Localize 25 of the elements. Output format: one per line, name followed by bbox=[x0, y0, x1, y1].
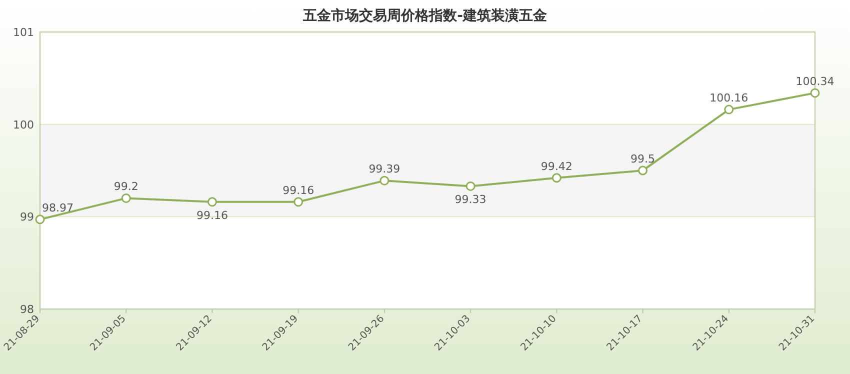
point bbox=[638, 166, 648, 176]
point bbox=[724, 104, 734, 114]
data-label: 99.16 bbox=[282, 184, 314, 197]
data-label: 99.33 bbox=[454, 193, 486, 206]
y-tick-label: 99 bbox=[20, 210, 34, 224]
y-tick-label: 98 bbox=[20, 303, 34, 316]
data-label: 99.42 bbox=[540, 160, 572, 173]
data-label: 99.2 bbox=[114, 180, 138, 194]
data-label: 99.39 bbox=[368, 162, 400, 176]
y-tick-label: 100 bbox=[13, 118, 34, 132]
point bbox=[810, 88, 820, 98]
point bbox=[552, 173, 562, 183]
point bbox=[35, 214, 45, 224]
data-label: 99.16 bbox=[196, 208, 228, 222]
point bbox=[380, 176, 390, 186]
point bbox=[294, 197, 304, 207]
y-tick-label: 101 bbox=[13, 26, 34, 39]
data-label: 100.16 bbox=[710, 92, 748, 105]
data-label: 100.34 bbox=[796, 74, 834, 88]
point bbox=[466, 181, 476, 191]
chart-title: 五金市场交易周价格指数-建筑装潢五金 bbox=[302, 7, 548, 24]
data-label: 99.5 bbox=[630, 152, 656, 166]
point bbox=[207, 197, 217, 207]
data-label: 98.97 bbox=[42, 201, 74, 214]
point bbox=[121, 193, 131, 203]
